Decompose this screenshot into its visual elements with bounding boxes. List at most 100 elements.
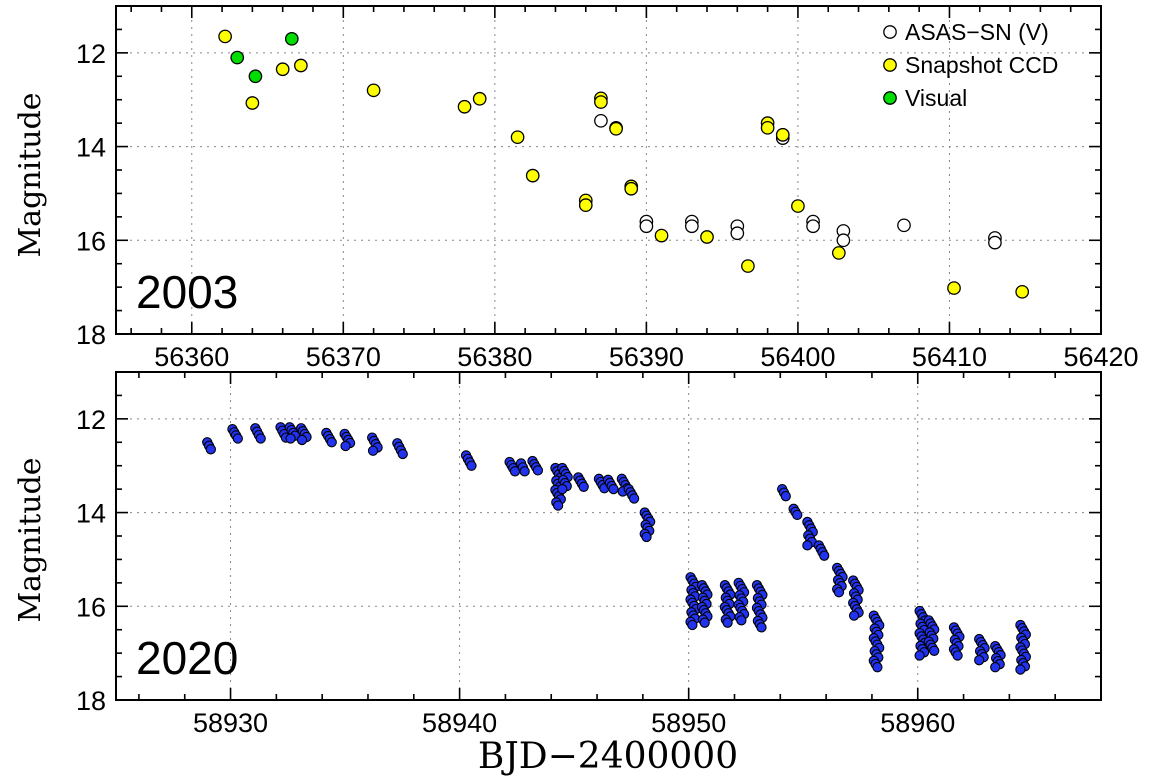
data-point — [641, 531, 652, 543]
data-point — [628, 493, 640, 504]
plot-frame — [115, 371, 1102, 701]
data-point — [232, 433, 243, 444]
panel-label: 2003 — [136, 266, 238, 318]
data-point — [775, 128, 790, 142]
data-point — [802, 540, 813, 551]
data-point — [294, 58, 308, 73]
data-point — [848, 610, 860, 621]
x-tick-label: 56360 — [154, 342, 229, 372]
data-point — [510, 130, 525, 145]
legend-marker — [883, 91, 897, 105]
data-point — [684, 219, 699, 234]
data-point — [988, 235, 1002, 250]
data-point — [245, 96, 260, 110]
x-tick-label: 56390 — [609, 342, 684, 372]
data-point — [741, 259, 755, 273]
data-point — [472, 91, 487, 106]
data-point — [624, 181, 639, 196]
data-point — [397, 448, 408, 460]
x-tick-label: 56420 — [1063, 342, 1138, 372]
y-tick-label: 14 — [76, 499, 106, 529]
x-tick-label: 56380 — [457, 342, 532, 372]
data-point — [687, 619, 698, 631]
data-point — [1015, 284, 1030, 299]
data-point — [699, 617, 710, 628]
data-point — [340, 440, 351, 452]
data-point — [756, 622, 767, 633]
data-point — [557, 483, 568, 495]
data-point — [578, 481, 589, 492]
data-point — [525, 168, 540, 183]
x-tick-label: 56370 — [306, 342, 381, 372]
data-point — [466, 460, 477, 471]
data-point — [255, 433, 266, 444]
data-point — [760, 120, 775, 135]
data-point — [284, 31, 299, 46]
y-tick-label: 14 — [76, 133, 106, 163]
data-point — [367, 445, 379, 456]
data-point — [897, 218, 911, 233]
x-tick-label: 56400 — [760, 342, 835, 372]
legend-marker — [883, 25, 897, 39]
data-point — [700, 230, 714, 244]
data-point — [1015, 664, 1026, 675]
data-point — [792, 509, 803, 521]
x-tick-label: 58940 — [422, 708, 497, 738]
x-tick-label: 56410 — [912, 342, 987, 372]
legend-label: Visual — [905, 85, 967, 111]
y-tick-label: 16 — [76, 592, 106, 622]
data-point — [519, 466, 530, 477]
panel-2020: 58930 58940 58950 58960 12 14 16 18 2020 — [76, 371, 1102, 738]
data-point — [947, 281, 961, 295]
data-point — [639, 219, 654, 234]
data-point — [831, 246, 846, 260]
data-point — [205, 444, 216, 455]
data-point — [780, 491, 791, 502]
data-point — [836, 233, 851, 248]
data-point — [722, 617, 733, 628]
data-point — [736, 615, 747, 626]
x-tick-label: 58930 — [193, 708, 268, 738]
y-tick-label: 12 — [76, 39, 106, 69]
data-point — [218, 29, 232, 44]
data-point — [230, 50, 245, 65]
data-point — [366, 83, 381, 98]
data-point — [929, 645, 940, 656]
data-point — [990, 662, 1001, 673]
data-point — [974, 655, 985, 666]
plot-frame — [115, 5, 1102, 335]
data-point — [806, 219, 820, 234]
ylabel-2020: Magnitude — [13, 457, 48, 622]
data-point — [296, 434, 308, 446]
panel-2003: 56360 56370 56380 56390 56400 56410 56420 12 14 1… — [76, 5, 1139, 372]
y-tick-label: 18 — [76, 320, 106, 350]
data-point — [872, 662, 883, 673]
y-tick-label: 16 — [76, 226, 106, 256]
data-point — [552, 500, 564, 511]
y-tick-label: 18 — [76, 686, 106, 716]
data-point — [654, 228, 669, 243]
ylabel-2003: Magnitude — [13, 92, 48, 257]
data-point — [578, 198, 593, 212]
data-point — [791, 199, 805, 213]
data-point — [275, 62, 290, 77]
data-point — [819, 550, 830, 561]
data-point — [532, 465, 544, 476]
panel-label: 2020 — [136, 632, 238, 684]
data-point — [285, 433, 296, 444]
data-point — [730, 226, 745, 241]
data-point — [952, 650, 963, 661]
xlabel: BJD−2400000 — [478, 736, 738, 777]
legend-label: Snapshot CCD — [905, 52, 1058, 78]
data-point — [457, 99, 472, 114]
x-tick-label: 58960 — [880, 708, 955, 738]
data-point — [594, 95, 608, 109]
data-point — [609, 121, 623, 136]
data-point — [594, 113, 608, 128]
data-point — [326, 437, 337, 448]
x-tick-label: 58950 — [651, 708, 726, 738]
data-point — [248, 69, 263, 84]
y-tick-label: 12 — [76, 405, 106, 435]
data-point — [608, 483, 619, 495]
